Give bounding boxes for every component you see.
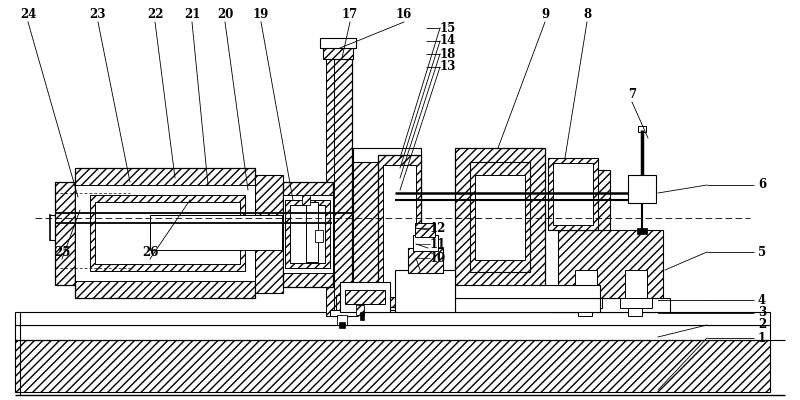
- Text: 16: 16: [396, 8, 412, 22]
- Text: 4: 4: [758, 294, 766, 306]
- Text: 6: 6: [758, 178, 766, 192]
- Bar: [455, 148, 545, 298]
- Bar: [302, 195, 310, 205]
- Bar: [455, 298, 600, 312]
- Bar: [353, 162, 378, 292]
- Bar: [470, 162, 530, 272]
- Bar: [356, 305, 364, 315]
- Bar: [455, 285, 600, 298]
- Bar: [378, 155, 421, 307]
- Bar: [555, 170, 610, 230]
- Bar: [575, 270, 597, 298]
- Bar: [95, 202, 240, 264]
- Text: 15: 15: [440, 22, 456, 34]
- Bar: [570, 298, 602, 308]
- Bar: [330, 310, 358, 316]
- Bar: [637, 228, 647, 234]
- Text: 10: 10: [430, 252, 446, 264]
- Bar: [290, 205, 325, 263]
- Bar: [306, 202, 318, 262]
- Bar: [336, 295, 352, 312]
- Bar: [353, 148, 421, 310]
- Text: 14: 14: [440, 34, 456, 48]
- Bar: [339, 322, 345, 328]
- Bar: [360, 312, 364, 320]
- Bar: [75, 185, 255, 281]
- Text: 5: 5: [758, 246, 766, 258]
- Text: 11: 11: [430, 238, 446, 250]
- Text: 23: 23: [90, 8, 106, 22]
- Text: 3: 3: [758, 306, 766, 320]
- Bar: [323, 45, 353, 59]
- Bar: [475, 175, 525, 260]
- Bar: [628, 308, 642, 316]
- Bar: [320, 38, 356, 48]
- Text: 24: 24: [20, 8, 36, 22]
- Text: 13: 13: [440, 60, 456, 74]
- Bar: [548, 158, 598, 230]
- Bar: [415, 223, 435, 237]
- Bar: [283, 182, 333, 287]
- Text: 12: 12: [430, 222, 446, 234]
- Bar: [558, 230, 663, 298]
- Bar: [620, 298, 652, 308]
- Bar: [326, 58, 334, 316]
- Text: 8: 8: [583, 8, 591, 22]
- Bar: [408, 248, 443, 273]
- Bar: [625, 270, 647, 298]
- Bar: [332, 58, 352, 316]
- Text: 17: 17: [342, 8, 358, 22]
- Bar: [90, 195, 245, 271]
- Bar: [383, 165, 416, 297]
- Bar: [55, 182, 75, 285]
- Bar: [75, 168, 255, 298]
- Bar: [550, 298, 670, 312]
- Bar: [255, 175, 283, 293]
- Bar: [15, 325, 770, 340]
- Bar: [285, 200, 330, 268]
- Bar: [15, 312, 770, 325]
- Bar: [150, 215, 282, 250]
- Bar: [578, 308, 592, 316]
- Bar: [15, 340, 770, 392]
- Bar: [340, 282, 390, 312]
- Bar: [337, 315, 347, 325]
- Text: 18: 18: [440, 48, 456, 60]
- Text: 20: 20: [217, 8, 233, 22]
- Text: 9: 9: [541, 8, 549, 22]
- Text: 1: 1: [758, 332, 766, 344]
- Text: 19: 19: [253, 8, 269, 22]
- Text: 7: 7: [628, 88, 636, 102]
- Bar: [413, 235, 438, 251]
- Bar: [628, 175, 656, 203]
- Bar: [395, 270, 455, 312]
- Bar: [345, 290, 385, 304]
- Bar: [638, 126, 646, 132]
- Text: 22: 22: [146, 8, 163, 22]
- Bar: [553, 163, 593, 225]
- Bar: [315, 230, 323, 242]
- Bar: [283, 195, 333, 273]
- Text: 26: 26: [142, 246, 158, 258]
- Text: 21: 21: [184, 8, 200, 22]
- Text: 25: 25: [54, 246, 70, 258]
- Text: 2: 2: [758, 318, 766, 332]
